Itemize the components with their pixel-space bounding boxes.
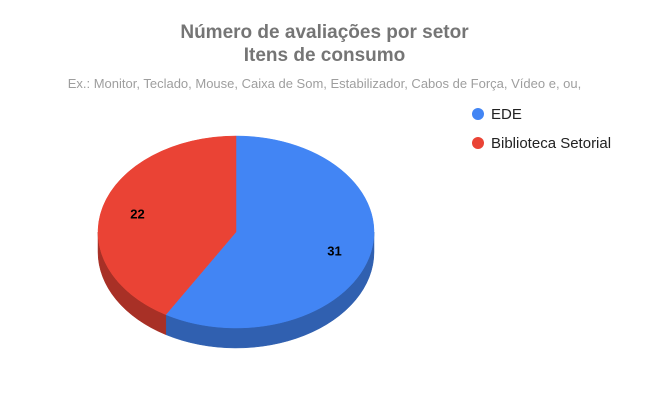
data-label-ede: 31 (327, 244, 341, 259)
legend-label: EDE (491, 106, 522, 123)
chart-title-line-2: Itens de consumo (243, 45, 406, 66)
legend-item-biblioteca-setorial[interactable]: Biblioteca Setorial (472, 135, 611, 152)
legend-label: Biblioteca Setorial (491, 135, 611, 152)
chart-subtitle: Ex.: Monitor, Teclado, Mouse, Caixa de S… (67, 76, 582, 91)
legend-item-ede[interactable]: EDE (472, 106, 522, 123)
legend-marker (472, 108, 484, 120)
pie-slice-biblioteca-setorial[interactable] (97, 135, 237, 315)
legend-marker (472, 137, 484, 149)
chart-title: Número de avaliações por setor (180, 22, 469, 43)
pie-slice-ede[interactable] (165, 135, 375, 329)
data-label-biblioteca-setorial: 22 (130, 206, 144, 221)
